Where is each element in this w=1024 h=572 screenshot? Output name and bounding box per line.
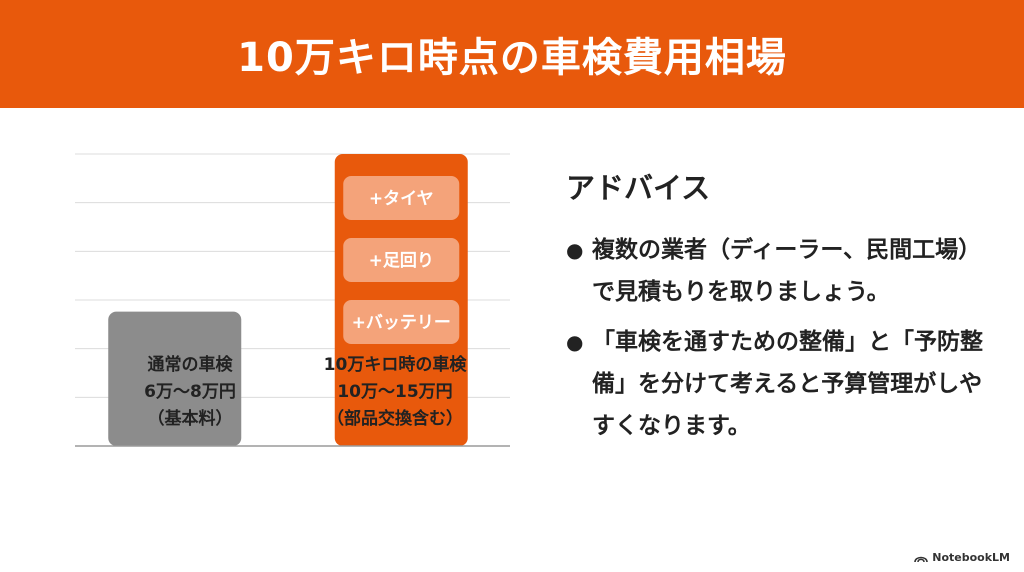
notebooklm-logo-icon bbox=[914, 556, 929, 562]
cost-note: （基本料） bbox=[147, 409, 233, 429]
advice-text: 「車検を通すための整備」と「予防整備」を分けて考えると予算管理がしやすくなります… bbox=[592, 329, 983, 439]
advice-title: アドバイス bbox=[566, 171, 711, 205]
brand-mark: NotebookLM bbox=[914, 551, 1010, 564]
advice-panel: アドバイス ● 複数の業者（ディーラー、民間工場）で見積もりを取りましょう。 ●… bbox=[566, 165, 986, 455]
advice-list: ● 複数の業者（ディーラー、民間工場）で見積もりを取りましょう。 ● 「車検を通… bbox=[566, 229, 986, 447]
bullet-icon: ● bbox=[566, 238, 584, 262]
page-title: 10万キロ時点の車検費用相場 bbox=[237, 35, 787, 81]
bullet-icon: ● bbox=[566, 330, 584, 354]
added-part-chip bbox=[343, 176, 460, 220]
brand-name: NotebookLM bbox=[932, 551, 1010, 564]
advice-item: ● 「車検を通すための整備」と「予防整備」を分けて考えると予算管理がしやすくなり… bbox=[566, 321, 986, 447]
cost-bar-chart: +タイヤ +足回り +バッテリー bbox=[75, 153, 510, 447]
category-label-100k: 10万キロ時の車検 10万〜15万円 （部品交換含む） bbox=[290, 352, 500, 433]
bar-normal bbox=[108, 311, 242, 446]
category-name: 通常の車検 bbox=[147, 355, 233, 375]
advice-item: ● 複数の業者（ディーラー、民間工場）で見積もりを取りましょう。 bbox=[566, 229, 986, 313]
added-part-label: +足回り bbox=[369, 251, 434, 271]
added-part-chip bbox=[343, 238, 460, 282]
added-part-label: +バッテリー bbox=[352, 313, 451, 333]
category-label-normal: 通常の車検 6万〜8万円 （基本料） bbox=[90, 352, 290, 433]
advice-text: 複数の業者（ディーラー、民間工場）で見積もりを取りましょう。 bbox=[592, 237, 982, 305]
added-part-label: +タイヤ bbox=[369, 189, 434, 209]
category-name: 10万キロ時の車検 bbox=[323, 355, 467, 375]
cost-range: 6万〜8万円 bbox=[144, 382, 236, 402]
added-part-chip bbox=[343, 300, 460, 344]
cost-note: （部品交換含む） bbox=[327, 409, 463, 429]
cost-range: 10万〜15万円 bbox=[337, 382, 453, 402]
header-banner: 10万キロ時点の車検費用相場 bbox=[0, 0, 1024, 108]
